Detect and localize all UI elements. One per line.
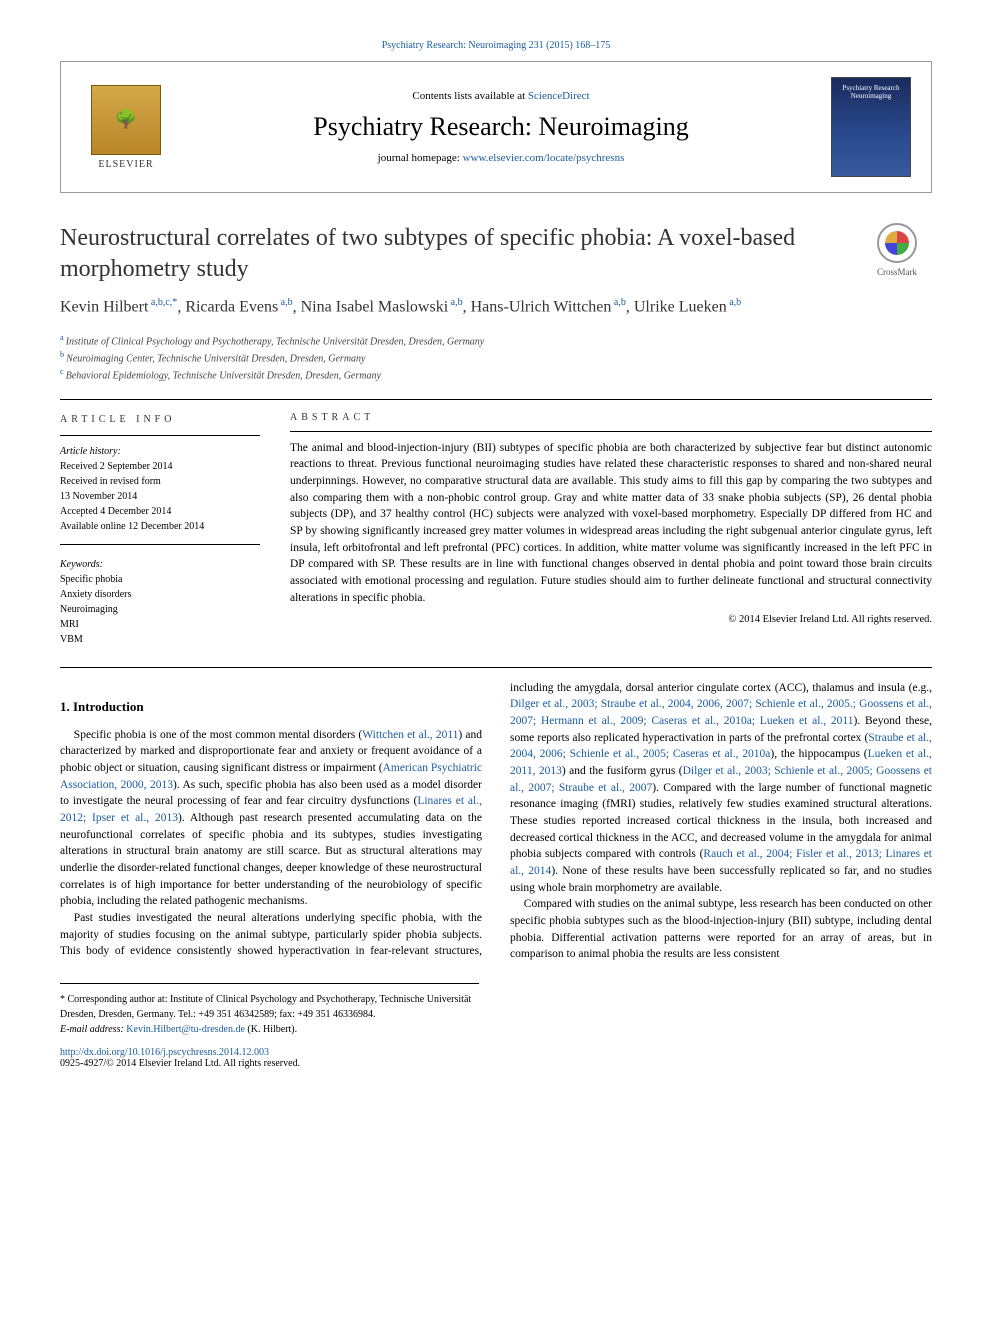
contents-available-line: Contents lists available at ScienceDirec… bbox=[171, 90, 831, 102]
affiliations: aInstitute of Clinical Psychology and Ps… bbox=[60, 332, 932, 384]
author-email-link[interactable]: Kevin.Hilbert@tu-dresden.de bbox=[126, 1024, 245, 1035]
section-heading-introduction: 1. Introduction bbox=[60, 698, 482, 717]
article-info-heading: ARTICLE INFO bbox=[60, 412, 260, 427]
journal-homepage-link[interactable]: www.elsevier.com/locate/psychresns bbox=[463, 152, 625, 164]
top-citation-link[interactable]: Psychiatry Research: Neuroimaging 231 (2… bbox=[382, 40, 611, 51]
citation-link[interactable]: Wittchen et al., 2011 bbox=[362, 729, 458, 741]
abstract-copyright: © 2014 Elsevier Ireland Ltd. All rights … bbox=[290, 614, 932, 625]
abstract-heading: ABSTRACT bbox=[290, 412, 932, 423]
issn-line: 0925-4927/© 2014 Elsevier Ireland Ltd. A… bbox=[60, 1058, 932, 1069]
doi-line: http://dx.doi.org/10.1016/j.pscychresns.… bbox=[60, 1047, 932, 1058]
crossmark-badge[interactable]: CrossMark bbox=[862, 223, 932, 277]
body-text: 1. Introduction Specific phobia is one o… bbox=[60, 680, 932, 963]
author-list: Kevin Hilbert a,b,c,*, Ricarda Evens a,b… bbox=[60, 295, 932, 319]
sciencedirect-link[interactable]: ScienceDirect bbox=[528, 90, 590, 102]
journal-header: 🌳 ELSEVIER Contents lists available at S… bbox=[60, 61, 932, 193]
top-citation: Psychiatry Research: Neuroimaging 231 (2… bbox=[60, 40, 932, 51]
corresponding-author-note: * Corresponding author at: Institute of … bbox=[60, 983, 479, 1037]
journal-name: Psychiatry Research: Neuroimaging bbox=[171, 112, 831, 142]
journal-homepage-line: journal homepage: www.elsevier.com/locat… bbox=[171, 152, 831, 164]
crossmark-icon bbox=[885, 231, 909, 255]
divider bbox=[60, 399, 932, 400]
abstract-column: ABSTRACT The animal and blood-injection-… bbox=[290, 412, 932, 647]
divider bbox=[60, 667, 932, 668]
publisher-logo: 🌳 ELSEVIER bbox=[81, 85, 171, 170]
journal-cover-thumbnail: Psychiatry Research Neuroimaging bbox=[831, 77, 911, 177]
abstract-text: The animal and blood-injection-injury (B… bbox=[290, 440, 932, 607]
article-info-column: ARTICLE INFO Article history: Received 2… bbox=[60, 412, 260, 647]
article-title: Neurostructural correlates of two subtyp… bbox=[60, 223, 842, 285]
doi-link[interactable]: http://dx.doi.org/10.1016/j.pscychresns.… bbox=[60, 1047, 269, 1058]
elsevier-tree-icon: 🌳 bbox=[91, 85, 161, 155]
elsevier-label: ELSEVIER bbox=[98, 159, 153, 170]
